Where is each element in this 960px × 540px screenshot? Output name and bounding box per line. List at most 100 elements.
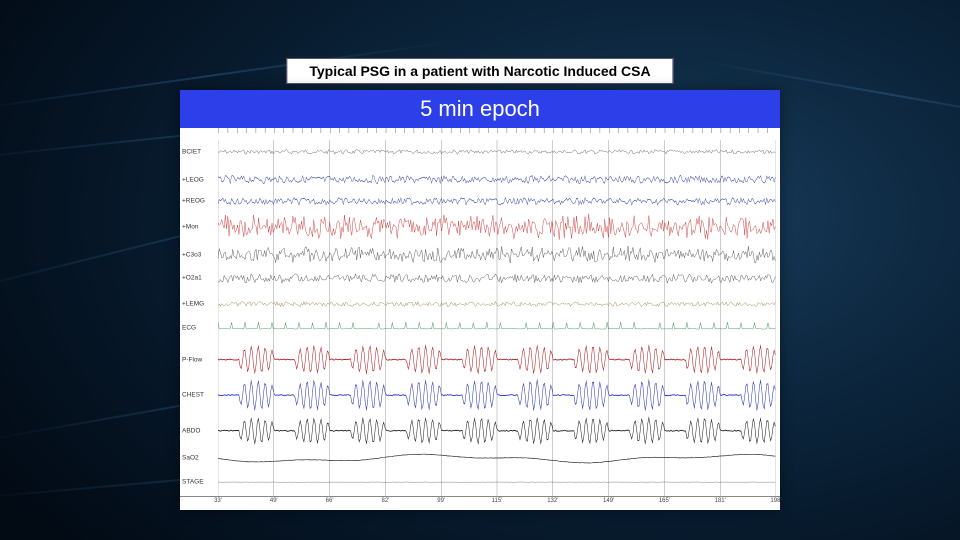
top-tick: | bbox=[646, 128, 647, 134]
top-tick: | bbox=[637, 128, 638, 134]
top-tick: | bbox=[720, 128, 721, 134]
top-tick: | bbox=[246, 128, 247, 134]
waveform-reog bbox=[218, 198, 775, 205]
time-axis-label: 49' bbox=[270, 498, 278, 504]
top-tick: | bbox=[469, 128, 470, 134]
top-tick: | bbox=[330, 128, 331, 134]
top-tick: | bbox=[562, 128, 563, 134]
top-tick: | bbox=[590, 128, 591, 134]
waveform-lemg bbox=[218, 302, 775, 307]
channel-label: +REOG bbox=[182, 198, 205, 205]
top-tick: | bbox=[674, 128, 675, 134]
channel-label: +C3o3 bbox=[182, 251, 201, 258]
channel-label: +O2a1 bbox=[182, 275, 202, 282]
waveform-sao2 bbox=[218, 454, 775, 463]
top-tick: | bbox=[227, 128, 228, 134]
top-tick: | bbox=[367, 128, 368, 134]
channel-label: CHEST bbox=[182, 392, 204, 399]
top-tick: | bbox=[385, 128, 386, 134]
top-tick: | bbox=[218, 128, 219, 134]
top-tick: | bbox=[534, 128, 535, 134]
time-axis-label: 33' bbox=[214, 498, 222, 504]
top-tick: | bbox=[553, 128, 554, 134]
time-axis-label: 149' bbox=[603, 498, 614, 504]
top-tick: | bbox=[767, 128, 768, 134]
waveform-o2a1 bbox=[218, 274, 775, 283]
top-tick: | bbox=[618, 128, 619, 134]
time-axis-label: 132' bbox=[547, 498, 558, 504]
waveform-pflow bbox=[218, 346, 775, 374]
top-tick: | bbox=[413, 128, 414, 134]
top-tick: | bbox=[376, 128, 377, 134]
channel-label: BCIET bbox=[182, 148, 201, 155]
waveform-bciet bbox=[218, 150, 775, 155]
time-axis-label: 66' bbox=[326, 498, 334, 504]
channel-label: P-Flow bbox=[182, 356, 202, 363]
waveform-abdo bbox=[218, 418, 775, 444]
top-tick: | bbox=[599, 128, 600, 134]
top-tick: | bbox=[274, 128, 275, 134]
psg-chart: BCIET +LEOG +REOG +Mon +C3o3 +O2a1 +LEMG ECG P-F… bbox=[180, 140, 780, 496]
psg-panel: 5 min epoch ||||||||||||||||||||||||||||… bbox=[180, 90, 780, 510]
top-tick: | bbox=[255, 128, 256, 134]
top-tick: | bbox=[460, 128, 461, 134]
waveform-chest bbox=[218, 380, 775, 410]
channel-label: +Mon bbox=[182, 224, 198, 231]
time-axis: 33' 49' 66' 82' 99' 115' 132' 149' 165' 181' 198' bbox=[180, 496, 780, 510]
top-tick: | bbox=[506, 128, 507, 134]
top-tick: | bbox=[265, 128, 266, 134]
top-tick: | bbox=[283, 128, 284, 134]
top-tick: | bbox=[432, 128, 433, 134]
top-tick: | bbox=[748, 128, 749, 134]
top-tick: | bbox=[497, 128, 498, 134]
top-tick: | bbox=[702, 128, 703, 134]
time-axis-label: 198' bbox=[770, 498, 781, 504]
top-tick: | bbox=[730, 128, 731, 134]
top-tick: | bbox=[302, 128, 303, 134]
channel-label: +LEMG bbox=[182, 301, 204, 308]
top-tick: | bbox=[488, 128, 489, 134]
time-axis-label: 181' bbox=[715, 498, 726, 504]
top-tick: | bbox=[423, 128, 424, 134]
channel-label: +LEOG bbox=[182, 176, 204, 183]
slide-title: Typical PSG in a patient with Narcotic I… bbox=[286, 58, 673, 84]
channel-label: ABDO bbox=[182, 427, 200, 434]
top-tick: | bbox=[358, 128, 359, 134]
waveform-plot bbox=[218, 140, 776, 496]
top-tick: | bbox=[441, 128, 442, 134]
top-tick: | bbox=[757, 128, 758, 134]
waveform-mon bbox=[218, 214, 775, 240]
top-tick: | bbox=[655, 128, 656, 134]
top-tick: | bbox=[627, 128, 628, 134]
top-tick: | bbox=[237, 128, 238, 134]
channel-label: STAGE bbox=[182, 479, 204, 486]
waveform-ecg bbox=[218, 322, 775, 329]
top-tick: | bbox=[664, 128, 665, 134]
channel-label: ECG bbox=[182, 324, 196, 331]
top-tick: | bbox=[739, 128, 740, 134]
top-tick: | bbox=[581, 128, 582, 134]
top-tick-row: | | | | | | | | | | | | | | | | | | | | | | | | | | | | | | | | | | | | | | | |… bbox=[180, 128, 780, 140]
time-axis-label: 165' bbox=[659, 498, 670, 504]
top-tick: | bbox=[544, 128, 545, 134]
waveform-c3o3 bbox=[218, 246, 775, 263]
top-tick: | bbox=[451, 128, 452, 134]
channel-label-column: BCIET +LEOG +REOG +Mon +C3o3 +O2a1 +LEMG ECG P-F… bbox=[180, 140, 218, 496]
top-tick: | bbox=[609, 128, 610, 134]
top-tick: | bbox=[571, 128, 572, 134]
channel-label: SaO2 bbox=[182, 455, 199, 462]
top-tick: | bbox=[311, 128, 312, 134]
waveform-leog bbox=[218, 175, 775, 183]
top-tick: | bbox=[395, 128, 396, 134]
top-tick: | bbox=[516, 128, 517, 134]
time-axis-label: 82' bbox=[381, 498, 389, 504]
top-tick: | bbox=[711, 128, 712, 134]
top-tick: | bbox=[692, 128, 693, 134]
top-tick: | bbox=[339, 128, 340, 134]
top-tick: | bbox=[320, 128, 321, 134]
time-axis-label: 115' bbox=[492, 498, 503, 504]
top-tick: | bbox=[525, 128, 526, 134]
time-axis-label: 99' bbox=[437, 498, 445, 504]
top-tick: | bbox=[292, 128, 293, 134]
top-tick: | bbox=[683, 128, 684, 134]
